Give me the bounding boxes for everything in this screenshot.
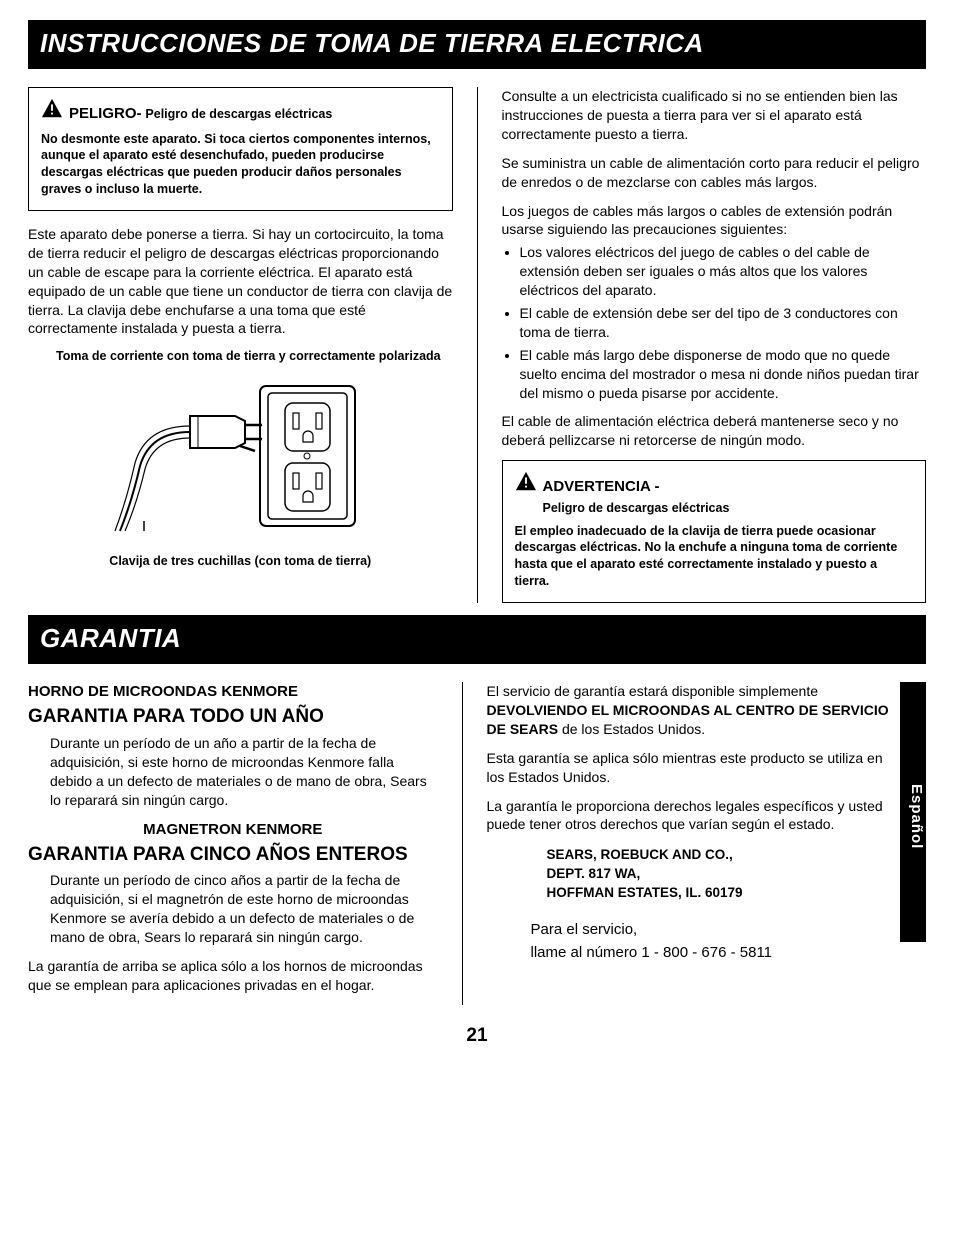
five-year-heading: GARANTIA PARA CINCO AÑOS ENTEROS <box>28 842 438 868</box>
peligro-title: PELIGRO- <box>69 105 142 122</box>
address-line: SEARS, ROEBUCK AND CO., <box>547 846 897 865</box>
list-item: El cable de extensión debe ser del tipo … <box>520 304 927 342</box>
peligro-body: No desmonte este aparato. Si toca cierto… <box>41 131 440 199</box>
service-line: Para el servicio, <box>531 919 897 942</box>
text-span: El servicio de garantía estará disponibl… <box>487 683 819 699</box>
advertencia-title: ADVERTENCIA - <box>543 478 660 495</box>
outlet-plug-diagram <box>28 371 453 546</box>
five-year-body: Durante un período de cinco años a parti… <box>28 871 438 947</box>
right-paragraph-4: El cable de alimentación eléctrica deber… <box>502 412 927 450</box>
section1-left-col: PELIGRO- Peligro de descargas eléctricas… <box>28 87 453 603</box>
list-item: Los valores eléctricos del juego de cabl… <box>520 243 927 300</box>
peligro-box: PELIGRO- Peligro de descargas eléctricas… <box>28 87 453 211</box>
column-divider-2 <box>462 682 463 1005</box>
one-year-body: Durante un período de un año a partir de… <box>28 734 438 810</box>
diagram-caption-top: Toma de corriente con toma de tierra y c… <box>56 348 453 364</box>
right-paragraph-2: Se suministra un cable de alimentación c… <box>502 154 927 192</box>
list-item: El cable más largo debe disponerse de mo… <box>520 346 927 403</box>
magnetron-heading: MAGNETRON KENMORE <box>28 820 438 840</box>
warning-triangle-icon <box>41 98 63 118</box>
us-only: Esta garantía se aplica sólo mientras es… <box>487 749 897 787</box>
warning-triangle-icon <box>515 471 537 491</box>
address-line: HOFFMAN ESTATES, IL. 60179 <box>547 884 897 903</box>
precautions-list: Los valores eléctricos del juego de cabl… <box>502 243 927 402</box>
language-tab-espanol: Español <box>900 682 926 942</box>
diagram-caption-bottom: Clavija de tres cuchillas (con toma de t… <box>28 553 453 570</box>
column-divider-1 <box>477 87 478 603</box>
one-year-heading: GARANTIA PARA TODO UN AÑO <box>28 704 438 730</box>
left-paragraph-1: Este aparato debe ponerse a tierra. Si h… <box>28 225 453 338</box>
service-phone: Para el servicio, llame al número 1 - 80… <box>531 919 897 964</box>
section2-columns: HORNO DE MICROONDAS KENMORE GARANTIA PAR… <box>28 682 926 1005</box>
advertencia-subtitle: Peligro de descargas eléctricas <box>543 501 730 515</box>
advertencia-box: ADVERTENCIA - Peligro de descargas eléct… <box>502 460 927 603</box>
section1-columns: PELIGRO- Peligro de descargas eléctricas… <box>28 87 926 603</box>
legal-rights: La garantía le proporciona derechos lega… <box>487 797 897 835</box>
text-span: de los Estados Unidos. <box>558 721 705 737</box>
section2-right-col: El servicio de garantía estará disponibl… <box>487 682 927 1005</box>
peligro-subtitle: Peligro de descargas eléctricas <box>145 107 332 121</box>
right-paragraph-1: Consulte a un electricista cualificado s… <box>502 87 927 144</box>
section1-right-col: Consulte a un electricista cualificado s… <box>502 87 927 603</box>
kenmore-heading: HORNO DE MICROONDAS KENMORE <box>28 682 438 702</box>
right-paragraph-3: Los juegos de cables más largos o cables… <box>502 202 927 240</box>
address-line: DEPT. 817 WA, <box>547 865 897 884</box>
page-number: 21 <box>28 1023 926 1049</box>
section-banner-garantia: GARANTIA <box>28 615 926 664</box>
section2-left-col: HORNO DE MICROONDAS KENMORE GARANTIA PAR… <box>28 682 438 1005</box>
sears-address: SEARS, ROEBUCK AND CO., DEPT. 817 WA, HO… <box>547 846 897 903</box>
section-banner-grounding: INSTRUCCIONES DE TOMA DE TIERRA ELECTRIC… <box>28 20 926 69</box>
warranty-scope: La garantía de arriba se aplica sólo a l… <box>28 957 438 995</box>
advertencia-body: El empleo inadecuado de la clavija de ti… <box>515 523 914 591</box>
service-availability: El servicio de garantía estará disponibl… <box>487 682 897 739</box>
service-line: llame al número 1 - 800 - 676 - 5811 <box>531 942 897 965</box>
